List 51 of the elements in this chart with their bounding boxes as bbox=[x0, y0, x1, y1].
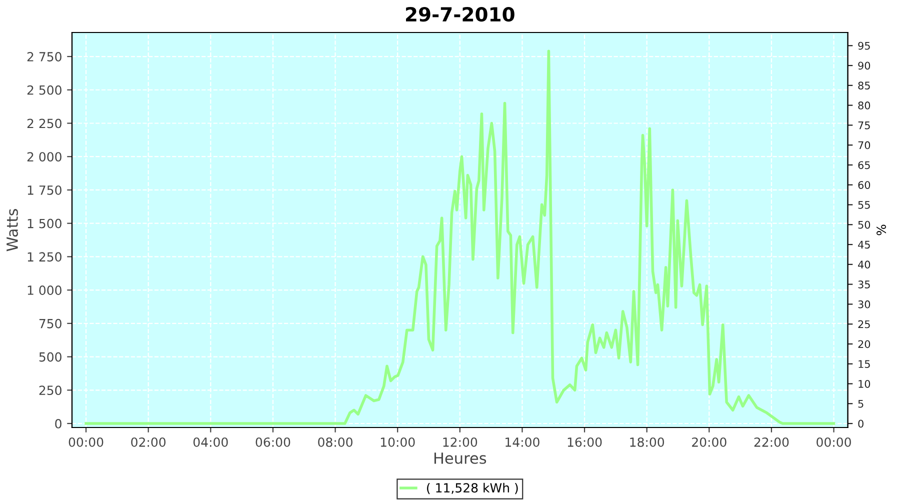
y2-axis-title: % bbox=[876, 224, 886, 236]
y2-tick-label: 45 bbox=[858, 240, 870, 249]
y-tick-label: 1 000 bbox=[28, 286, 62, 295]
x-tick-label: 00:00 bbox=[816, 437, 851, 447]
y-tick-label: 1 750 bbox=[28, 185, 62, 195]
y2-tick-label: 60 bbox=[858, 181, 870, 189]
y-tick-label: 500 bbox=[39, 352, 62, 362]
x-tick-label: 18:00 bbox=[630, 437, 664, 447]
x-tick-label: 02:00 bbox=[131, 437, 166, 447]
chart-title: 29-7-2010 bbox=[406, 6, 514, 22]
x-tick-label: 00:00 bbox=[68, 437, 104, 447]
y2-tick-label: 15 bbox=[858, 360, 870, 368]
legend-label: ( 11,528 kWh ) bbox=[427, 482, 518, 494]
y2-tick-label: 85 bbox=[858, 82, 870, 90]
y-tick-label: 2 000 bbox=[27, 152, 62, 162]
x-axis-title: Heures bbox=[434, 452, 486, 464]
y2-tick-label: 90 bbox=[858, 62, 870, 70]
x-tick-label: 08:00 bbox=[318, 437, 352, 447]
y2-tick-label: 20 bbox=[858, 340, 870, 348]
x-tick-label: 04:00 bbox=[193, 437, 228, 447]
y2-tick-label: 30 bbox=[858, 300, 870, 308]
y2-tick-label: 95 bbox=[858, 42, 870, 50]
x-tick-label: 22:00 bbox=[754, 437, 789, 447]
y2-tick-label: 80 bbox=[858, 102, 870, 110]
y-tick-label: 250 bbox=[39, 386, 62, 396]
x-tick-label: 14:00 bbox=[506, 437, 540, 447]
y-tick-label: 2 750 bbox=[27, 52, 62, 62]
y2-tick-label: 35 bbox=[858, 280, 870, 288]
y-tick-label: 2 250 bbox=[27, 118, 62, 128]
y-tick-label: 1 250 bbox=[28, 252, 62, 262]
y2-tick-label: 70 bbox=[858, 141, 870, 150]
y2-tick-label: 10 bbox=[858, 380, 870, 388]
y2-tick-label: 40 bbox=[858, 260, 870, 269]
x-tick-label: 12:00 bbox=[443, 437, 478, 447]
x-tick-label: 06:00 bbox=[256, 437, 290, 447]
y-axis-title: Watts bbox=[6, 209, 18, 252]
y-tick-label: 2 500 bbox=[27, 85, 62, 95]
line-series bbox=[84, 50, 836, 425]
x-tick-label: 20:00 bbox=[692, 437, 726, 447]
y2-tick-label: 0 bbox=[858, 420, 864, 428]
y2-tick-label: 5 bbox=[858, 400, 864, 408]
y2-tick-label: 65 bbox=[858, 161, 870, 170]
y2-tick-label: 25 bbox=[858, 320, 870, 328]
y-tick-label: 1 500 bbox=[28, 218, 62, 228]
y-tick-label: 750 bbox=[39, 318, 62, 328]
y2-tick-label: 50 bbox=[858, 220, 870, 229]
y2-tick-label: 55 bbox=[858, 201, 870, 209]
y2-tick-label: 75 bbox=[858, 122, 870, 130]
y-tick-label: 0 bbox=[55, 418, 62, 428]
x-tick-label: 16:00 bbox=[568, 437, 602, 447]
x-tick-label: 10:00 bbox=[380, 437, 415, 447]
